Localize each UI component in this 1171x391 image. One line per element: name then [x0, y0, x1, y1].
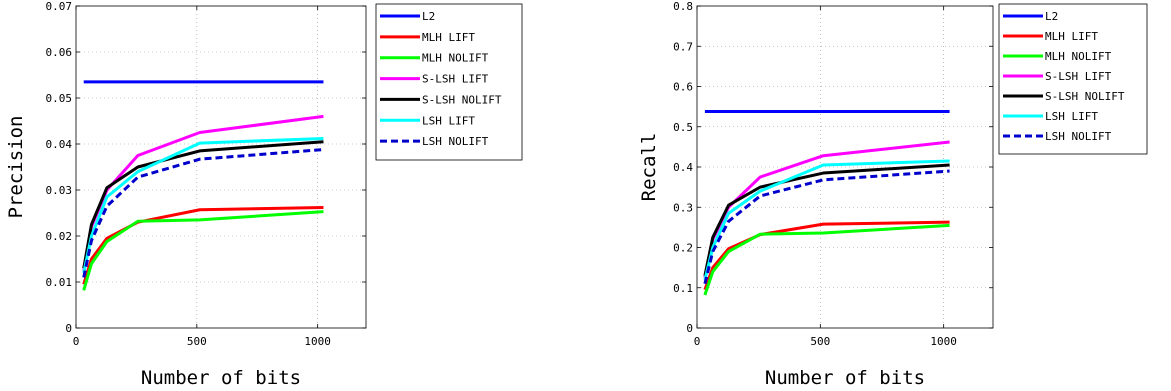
x-axis-label: Number of bits	[765, 367, 925, 389]
plot-area	[76, 6, 366, 328]
series-line-mlh-nolift	[82, 210, 324, 291]
legend-label-mlh-lift: MLH LIFT	[422, 31, 475, 44]
legend-label-l2: L2	[422, 10, 435, 23]
y-tick-label: 0.02	[46, 230, 73, 243]
y-tick-label: 0.06	[46, 46, 73, 59]
series-line-s-lsh-nolift	[82, 140, 324, 269]
series-line-s-lsh-nolift	[703, 163, 950, 276]
legend-label-s-lsh-lift: S-LSH LIFT	[1045, 70, 1112, 83]
legend-label-s-lsh-nolift: S-LSH NOLIFT	[1045, 90, 1125, 103]
x-axis-label: Number of bits	[141, 367, 301, 389]
y-axis-label: Precision	[5, 116, 27, 219]
recall-chart: 0 500 1000 0 0.1 0.2 0.3 0.4 0.5 0.6 0.7 0.8 Number …	[638, 0, 1148, 389]
x-tick-label: 500	[187, 335, 207, 348]
y-tick-label: 0.7	[673, 40, 693, 53]
y-tick-label: 0.04	[46, 138, 73, 151]
legend-label-lsh-nolift: LSH NOLIFT	[422, 135, 489, 148]
axes-frame	[696, 5, 994, 329]
y-tick-label: 0.01	[46, 276, 73, 289]
x-tick-label: 1000	[930, 335, 957, 348]
legend: L2 MLH LIFT MLH NOLIFT S-LSH LIFT S-LSH NOLI…	[998, 3, 1148, 155]
y-tick-label: 0	[686, 322, 693, 335]
y-tick-label: 0.05	[46, 92, 73, 105]
y-tick-label: 0.2	[673, 242, 693, 255]
x-tick-label: 500	[810, 335, 830, 348]
precision-chart: 0 500 1000 0 0.01 0.02 0.03 0.04 0.05 0.06 0.07 Num…	[5, 0, 523, 389]
y-tick-label: 0.07	[46, 0, 73, 13]
series-line-mlh-nolift	[703, 223, 950, 296]
y-tick-label: 0.3	[673, 201, 693, 214]
legend-label-lsh-nolift: LSH NOLIFT	[1045, 130, 1112, 143]
y-tick-label: 0.8	[673, 0, 693, 13]
legend-label-lsh-lift: LSH LIFT	[1045, 110, 1098, 123]
legend-label-mlh-nolift: MLH NOLIFT	[1045, 50, 1112, 63]
legend-label-mlh-nolift: MLH NOLIFT	[422, 52, 489, 65]
legend-label-mlh-lift: MLH LIFT	[1045, 30, 1098, 43]
y-tick-label: 0.5	[673, 121, 693, 134]
legend-label-s-lsh-lift: S-LSH LIFT	[422, 73, 489, 86]
series-line-lsh-lift	[703, 159, 950, 281]
y-tick-label: 0	[65, 322, 72, 335]
y-axis-label: Recall	[638, 133, 660, 202]
axes-frame	[75, 5, 367, 329]
legend-box	[375, 3, 523, 161]
y-tick-label: 0.03	[46, 184, 73, 197]
y-tick-label: 0.6	[673, 81, 693, 94]
y-tick-label: 0.1	[673, 282, 693, 295]
legend: L2 MLH LIFT MLH NOLIFT S-LSH LIFT S-LSH NOLI…	[375, 3, 523, 161]
x-tick-label: 0	[73, 335, 80, 348]
legend-label-s-lsh-nolift: S-LSH NOLIFT	[422, 93, 502, 106]
x-tick-label: 1000	[304, 335, 331, 348]
y-tick-label: 0.4	[673, 161, 693, 174]
x-tick-label: 0	[694, 335, 701, 348]
legend-box	[998, 3, 1148, 155]
legend-label-lsh-lift: LSH LIFT	[422, 114, 475, 127]
series-line-lsh-nolift	[82, 148, 324, 278]
series-line-lsh-nolift	[703, 169, 950, 285]
legend-label-l2: L2	[1045, 10, 1058, 23]
